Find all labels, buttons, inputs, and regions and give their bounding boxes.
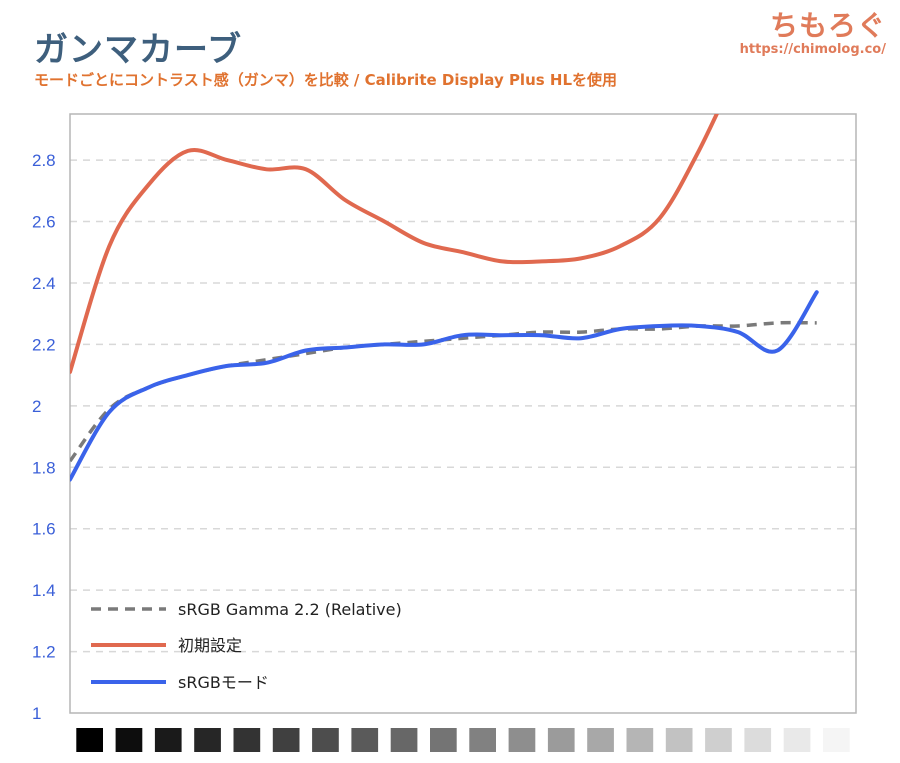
page-subtitle: モードごとにコントラスト感（ガンマ）を比較 / Calibrite Displa… xyxy=(34,71,618,89)
legend-label: 初期設定 xyxy=(178,636,242,655)
grayscale-swatch xyxy=(508,728,536,752)
y-tick-label: 1.8 xyxy=(32,458,56,477)
y-tick-label: 1.2 xyxy=(32,643,56,662)
logo-url: https://chimolog.co/ xyxy=(739,42,886,57)
plot-frame xyxy=(69,113,857,714)
grayscale-swatch xyxy=(312,728,339,752)
y-tick-label: 2.4 xyxy=(32,274,56,293)
legend-label: sRGB Gamma 2.2 (Relative) xyxy=(178,600,402,619)
reference-gamma-line xyxy=(70,320,817,463)
grayscale-swatch xyxy=(783,728,811,752)
grayscale-swatch xyxy=(351,728,379,752)
grayscale-swatch xyxy=(194,728,221,752)
grayscale-swatch xyxy=(626,728,654,752)
grayscale-swatch xyxy=(547,728,575,752)
default-mode-line xyxy=(70,114,719,374)
y-tick-label: 1 xyxy=(32,704,41,723)
logo-name: ちもろぐ xyxy=(769,9,886,42)
grayscale-swatch xyxy=(233,728,261,752)
y-tick-label: 1.4 xyxy=(32,581,56,600)
y-tick-label: 2.8 xyxy=(32,151,56,170)
grayscale-swatch xyxy=(665,728,693,752)
grayscale-swatch xyxy=(587,728,614,752)
grayscale-swatch xyxy=(76,728,103,752)
y-tick-label: 2 xyxy=(32,397,41,416)
grayscale-swatch xyxy=(823,728,850,752)
grayscale-swatch xyxy=(272,728,300,752)
srgb-mode-line xyxy=(70,290,819,482)
y-tick-label: 1.6 xyxy=(32,520,56,539)
y-tick-label: 2.6 xyxy=(32,213,56,232)
grayscale-swatch xyxy=(115,728,143,752)
grayscale-swatch xyxy=(705,728,732,752)
grayscale-swatch xyxy=(430,728,457,752)
grayscale-swatch xyxy=(744,728,772,752)
grayscale-swatch xyxy=(469,728,496,752)
page-title: ガンマカーブ xyxy=(34,30,242,70)
grayscale-swatch xyxy=(154,728,182,752)
y-tick-label: 2.2 xyxy=(32,335,56,354)
site-logo: ちもろぐ https://chimolog.co/ xyxy=(740,4,886,57)
legend-label: sRGBモード xyxy=(178,673,269,692)
grayscale-swatch xyxy=(390,728,418,752)
